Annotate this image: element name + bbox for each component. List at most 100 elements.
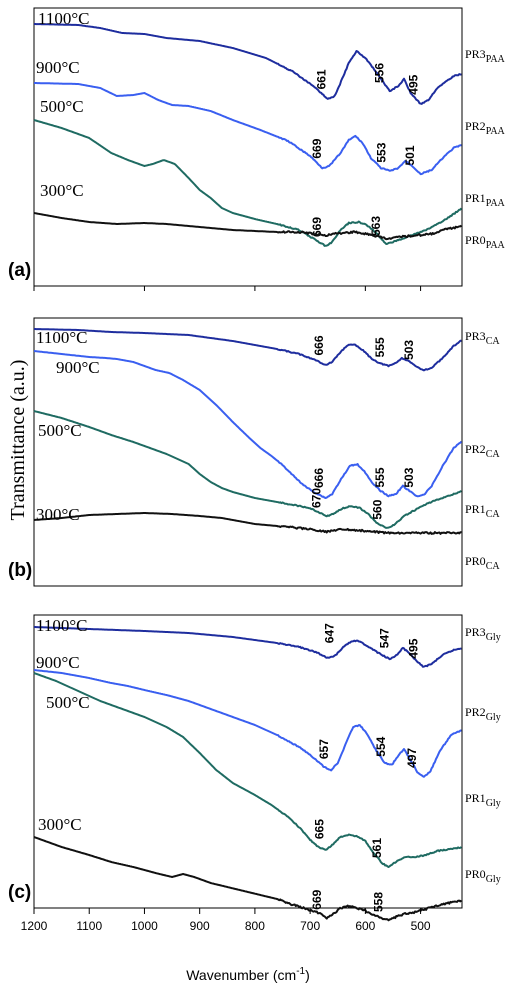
series-name: PR2 (465, 119, 486, 133)
peak-label: 495 (406, 74, 420, 94)
peak-label: 669 (310, 217, 324, 237)
peak-label: 669 (310, 138, 324, 158)
peak-label: 560 (370, 499, 384, 519)
peak-label: 495 (406, 638, 420, 658)
series-subscript: Gly (486, 874, 501, 885)
peak-label: 503 (402, 467, 416, 487)
series-end-label: PR0CA (465, 554, 500, 572)
temperature-label: 500°C (38, 421, 82, 440)
peak-label: 666 (312, 468, 326, 488)
series-name: PR2 (465, 442, 486, 456)
temperature-label: 900°C (36, 653, 80, 672)
series-subscript: CA (486, 509, 501, 520)
series-subscript: CA (486, 561, 501, 572)
series-line-pr2 (34, 82, 462, 176)
series-end-label: PR3Gly (465, 625, 501, 643)
series-line-pr0 (33, 836, 463, 922)
series-end-label: PR1Gly (465, 791, 501, 809)
series-line-pr0 (33, 212, 462, 241)
series-subscript: CA (486, 449, 501, 460)
panel-label: (b) (8, 560, 32, 581)
series-subscript: Gly (486, 798, 501, 809)
temperature-label: 1100°C (36, 328, 88, 347)
x-tick-label: 500 (411, 919, 431, 933)
series-end-label: PR3CA (465, 329, 500, 347)
plot-frame (33, 7, 463, 287)
temperature-label: 500°C (40, 97, 84, 116)
peak-label: 661 (315, 69, 329, 89)
series-subscript: PAA (486, 198, 506, 209)
series-name: PR3 (465, 47, 486, 61)
peak-label: 563 (369, 216, 383, 236)
temperature-label: 1100°C (38, 9, 90, 28)
x-axis-label: Wavenumber (cm-1) (186, 966, 310, 983)
temperature-label: 300°C (40, 181, 84, 200)
series-name: PR3 (465, 625, 486, 639)
series-end-label: PR0Gly (465, 867, 501, 885)
x-axis: 1200 1100 1000 900 800 700 600 500 (21, 908, 431, 933)
series-line-pr3 (34, 23, 462, 105)
series-name: PR3 (465, 329, 486, 343)
series-name: PR0 (465, 867, 486, 881)
series-line-pr2 (33, 669, 462, 778)
series-line-pr3 (34, 626, 462, 668)
temperature-label: 300°C (36, 505, 80, 524)
x-tick-label: 600 (355, 919, 375, 933)
x-tick-label: 700 (300, 919, 320, 933)
series-end-label: PR1PAA (465, 191, 506, 209)
series-end-label: PR2CA (465, 442, 500, 460)
peak-label: 665 (313, 819, 327, 839)
peak-label: 547 (378, 628, 392, 648)
panel-label: (c) (8, 882, 31, 903)
peak-label: 554 (374, 736, 388, 756)
series-name: PR0 (465, 233, 486, 247)
peak-label: 553 (374, 142, 388, 162)
series-subscript: PAA (486, 54, 506, 65)
temperature-label: 500°C (46, 693, 90, 712)
series-end-label: PR2PAA (465, 119, 506, 137)
series-name: PR2 (465, 705, 486, 719)
x-axis-label-superscript: -1 (296, 966, 305, 977)
series-subscript: Gly (486, 712, 501, 723)
x-tick-label: 1200 (21, 919, 48, 933)
peak-label: 657 (317, 739, 331, 759)
series-subscript: PAA (486, 126, 506, 137)
peak-label: 503 (402, 340, 416, 360)
series-subscript: Gly (486, 632, 501, 643)
series-line-pr1 (33, 672, 462, 868)
temperature-label: 300°C (38, 815, 82, 834)
peak-label: 561 (370, 838, 384, 858)
peak-label: 501 (403, 145, 417, 165)
series-end-label: PR3PAA (465, 47, 506, 65)
series-subscript: PAA (486, 240, 506, 251)
peak-label: 647 (322, 623, 336, 643)
series-end-label: PR0PAA (465, 233, 506, 251)
series-line-pr2 (33, 350, 463, 499)
panel-label: (a) (8, 260, 31, 281)
series-name: PR1 (465, 791, 486, 805)
peak-label: 558 (372, 892, 386, 912)
series-name: PR0 (465, 554, 486, 568)
plot-frame (33, 317, 463, 587)
peak-label: 497 (405, 748, 419, 768)
x-tick-label: 800 (245, 919, 265, 933)
x-axis-label-close: ) (305, 967, 310, 983)
series-end-label: PR1CA (465, 502, 500, 520)
series-subscript: CA (486, 336, 501, 347)
plot-frame (33, 614, 463, 909)
peak-label: 556 (373, 63, 387, 83)
series-line-pr1 (33, 119, 463, 247)
x-tick-label: 900 (190, 919, 210, 933)
series-name: PR1 (465, 191, 486, 205)
peak-label: 555 (373, 467, 387, 487)
x-tick-label: 1000 (131, 919, 158, 933)
temperature-label: 900°C (56, 358, 100, 377)
series-line-pr1 (33, 410, 462, 529)
series-line-pr0 (33, 512, 462, 535)
peak-label: 666 (312, 335, 326, 355)
peak-label: 669 (310, 889, 324, 909)
